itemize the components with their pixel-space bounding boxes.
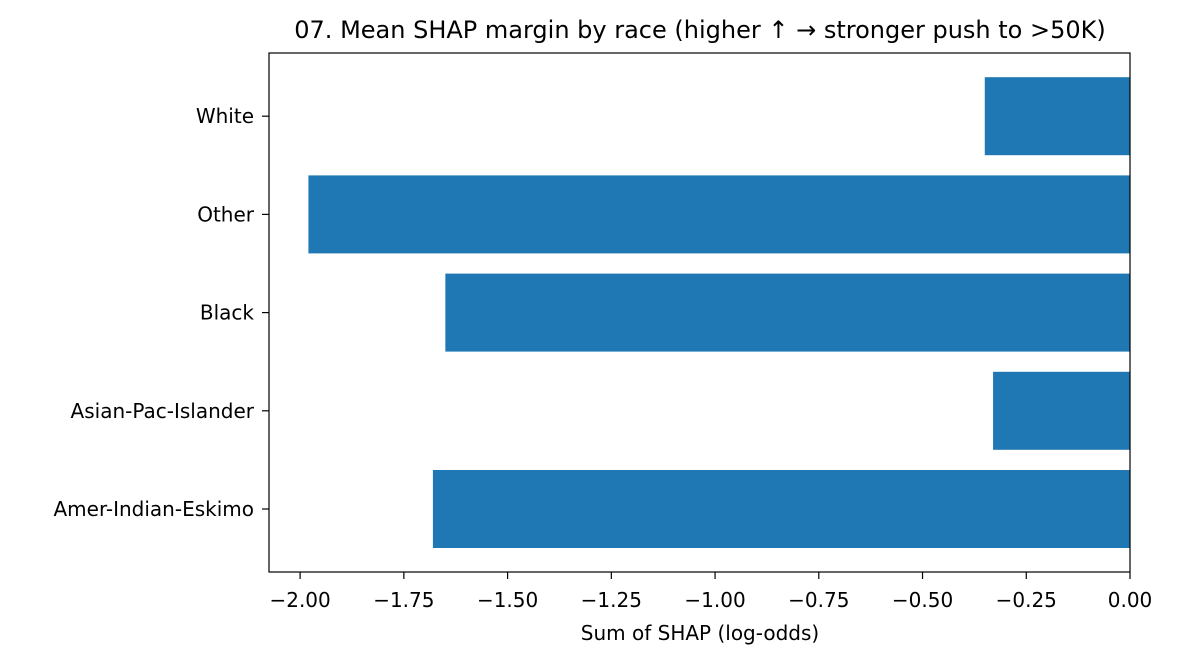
x-tick-label: −1.25 [581, 588, 642, 612]
x-tick-label: −0.75 [788, 588, 849, 612]
bar-white [984, 77, 1130, 156]
y-tick-label: Other [197, 202, 255, 226]
bar-amer-indian-eskimo [432, 470, 1130, 548]
bar-asian-pac-islander [993, 371, 1130, 450]
x-tick-label: 0.00 [1108, 588, 1153, 612]
x-tick-label: −2.00 [269, 588, 330, 612]
y-tick-label: Asian-Pac-Islander [71, 399, 255, 423]
x-tick-label: −1.75 [373, 588, 434, 612]
x-tick-label: −0.50 [892, 588, 953, 612]
x-tick-label: −1.50 [477, 588, 538, 612]
x-tick-label: −0.25 [996, 588, 1057, 612]
chart-title: 07. Mean SHAP margin by race (higher ↑ →… [294, 16, 1105, 44]
y-tick-label: White [196, 104, 254, 128]
bar-other [308, 175, 1130, 254]
y-tick-label: Amer-Indian-Eskimo [53, 497, 254, 521]
x-axis: −2.00 −1.75 −1.50 −1.25 −1.00 −0.75 −0.50 −0.25… [269, 572, 1152, 612]
x-axis-title: Sum of SHAP (log-odds) [581, 621, 819, 645]
bars-group [308, 77, 1131, 548]
bar-black [445, 273, 1131, 352]
y-tick-label: Black [200, 301, 255, 325]
x-tick-label: −1.00 [684, 588, 745, 612]
y-axis: Amer-Indian-Eskimo Asian-Pac-Islander Blac… [53, 104, 269, 521]
